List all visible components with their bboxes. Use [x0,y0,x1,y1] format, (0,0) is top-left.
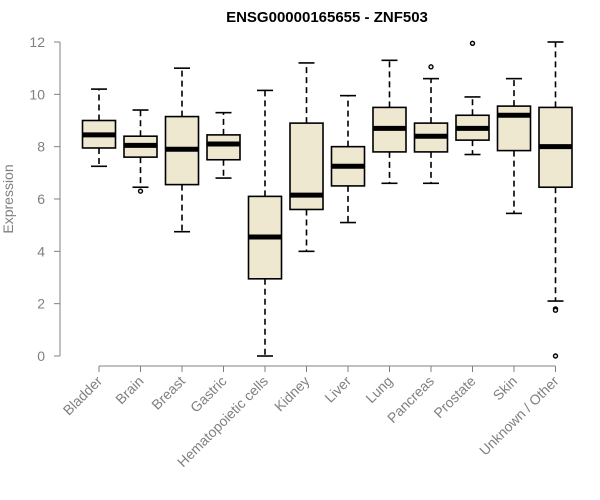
x-tick-label: Lung [362,373,395,406]
box-group [330,94,366,224]
y-tick-label: 2 [37,296,45,312]
box-group [496,77,532,215]
x-tick-label: Brain [112,373,146,407]
y-axis: 0 2 4 6 8 10 12 [29,34,61,364]
x-tick-label: Prostate [430,373,478,421]
box-group [455,40,490,156]
chart-title: ENSG00000165655 - ZNF503 [226,9,428,26]
box-group [289,62,324,253]
x-tick-label: Liver [321,373,354,406]
box-group [538,41,573,359]
outlier-point [428,64,434,70]
y-tick-label: 0 [37,348,45,364]
x-tick-label: Skin [490,373,521,404]
outlier-point [469,40,476,47]
y-tick-label: 8 [37,139,45,155]
box [206,134,241,161]
box-group [372,59,407,185]
box-group [123,109,158,194]
box-group [81,88,117,168]
box-group [413,64,449,185]
box-group [247,89,283,357]
y-tick-label: 6 [37,191,45,207]
outlier-point [552,353,559,359]
y-tick-label: 12 [29,34,45,50]
y-tick-label: 4 [37,243,45,259]
outlier-point [552,307,559,313]
boxes [81,40,573,359]
x-tick-label: Bladder [60,373,106,419]
y-tick-label: 10 [29,86,45,102]
x-tick-label: Kidney [271,373,313,415]
box-group [206,111,241,179]
box-group [164,67,200,233]
x-tick-label: Unknown / Other [476,373,562,459]
y-axis-label: Expression [0,164,16,233]
outlier-point [137,188,144,194]
x-tick-label: Breast [148,373,188,413]
